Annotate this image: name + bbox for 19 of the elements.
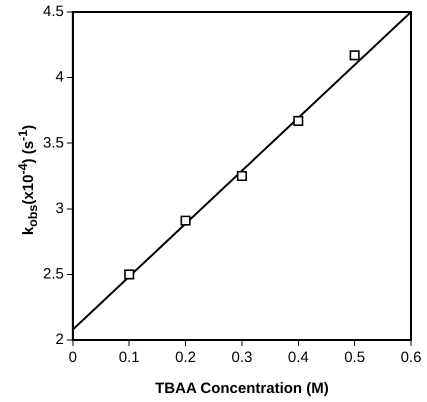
x-tick-label: 0.2	[175, 349, 196, 366]
point	[350, 50, 360, 60]
point	[293, 116, 304, 126]
x-tick-label: 0.1	[118, 349, 140, 366]
x-tick-label: 0.3	[231, 349, 252, 366]
point	[180, 216, 191, 226]
y-tick-label: 3.5	[42, 134, 64, 152]
x-tick-label: 0.4	[288, 349, 309, 366]
point	[236, 170, 247, 182]
x-tick-label: 0	[68, 349, 78, 366]
x-tick-label: 0.5	[344, 349, 366, 366]
x-axis-title: TBAA Concentration (M)	[155, 380, 329, 398]
y-tick-label: 2	[56, 331, 64, 348]
y-tick-label: 4.5	[42, 3, 64, 20]
y-tick-label: 2.5	[42, 266, 64, 283]
y-tick-label: 3	[56, 200, 64, 217]
x-tick-label: 0.6	[400, 349, 422, 366]
y-tick-label: 4	[56, 68, 64, 86]
point	[124, 269, 134, 280]
